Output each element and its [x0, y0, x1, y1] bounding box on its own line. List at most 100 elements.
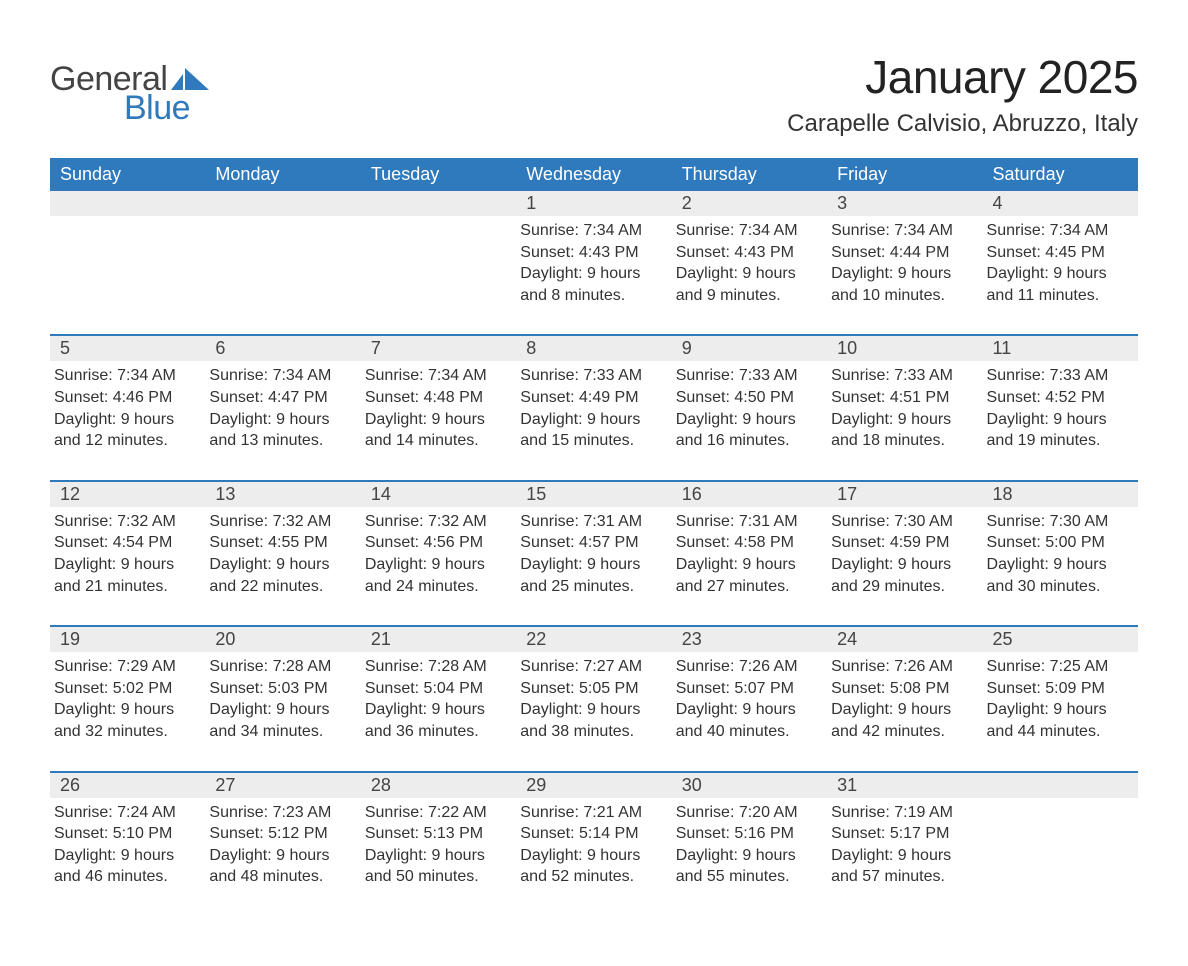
- day-info-line: Sunset: 4:43 PM: [520, 242, 661, 264]
- day-info-line: and 27 minutes.: [676, 576, 817, 598]
- week-content-row: Sunrise: 7:34 AMSunset: 4:46 PMDaylight:…: [50, 361, 1138, 480]
- day-content-cell: Sunrise: 7:34 AMSunset: 4:43 PMDaylight:…: [516, 216, 671, 335]
- day-info-line: Daylight: 9 hours: [831, 263, 972, 285]
- week-daynum-row: 262728293031: [50, 772, 1138, 798]
- day-content-cell: Sunrise: 7:26 AMSunset: 5:07 PMDaylight:…: [672, 652, 827, 771]
- day-info-line: Sunrise: 7:34 AM: [520, 220, 661, 242]
- day-number-cell: 20: [205, 626, 360, 652]
- day-info-line: and 38 minutes.: [520, 721, 661, 743]
- day-info-line: Daylight: 9 hours: [365, 845, 506, 867]
- day-number-cell: 28: [361, 772, 516, 798]
- day-content-cell: [983, 798, 1138, 916]
- day-info-line: Sunset: 4:51 PM: [831, 387, 972, 409]
- day-content-cell: Sunrise: 7:34 AMSunset: 4:44 PMDaylight:…: [827, 216, 982, 335]
- title-block: January 2025 Carapelle Calvisio, Abruzzo…: [787, 40, 1138, 138]
- day-content-cell: Sunrise: 7:30 AMSunset: 4:59 PMDaylight:…: [827, 507, 982, 626]
- day-info-line: Sunset: 5:07 PM: [676, 678, 817, 700]
- day-info-line: Sunset: 5:00 PM: [987, 532, 1128, 554]
- day-content-cell: Sunrise: 7:28 AMSunset: 5:03 PMDaylight:…: [205, 652, 360, 771]
- day-header: Thursday: [672, 158, 827, 191]
- day-info-line: Sunrise: 7:29 AM: [54, 656, 195, 678]
- day-info-line: Sunset: 4:56 PM: [365, 532, 506, 554]
- location-subtitle: Carapelle Calvisio, Abruzzo, Italy: [787, 110, 1138, 138]
- day-number-cell: 13: [205, 481, 360, 507]
- day-info-line: and 16 minutes.: [676, 430, 817, 452]
- day-info-line: Daylight: 9 hours: [54, 409, 195, 431]
- day-info-line: Sunset: 5:08 PM: [831, 678, 972, 700]
- day-info-line: Sunrise: 7:34 AM: [54, 365, 195, 387]
- day-content-cell: Sunrise: 7:25 AMSunset: 5:09 PMDaylight:…: [983, 652, 1138, 771]
- day-info-line: Sunset: 5:10 PM: [54, 823, 195, 845]
- day-number-cell: 26: [50, 772, 205, 798]
- day-info-line: Sunrise: 7:24 AM: [54, 802, 195, 824]
- day-info-line: Daylight: 9 hours: [676, 554, 817, 576]
- day-info-line: Sunset: 4:57 PM: [520, 532, 661, 554]
- day-info-line: Daylight: 9 hours: [987, 554, 1128, 576]
- day-info-line: Sunrise: 7:30 AM: [987, 511, 1128, 533]
- day-info-line: and 18 minutes.: [831, 430, 972, 452]
- day-info-line: Sunrise: 7:22 AM: [365, 802, 506, 824]
- day-number-cell: 21: [361, 626, 516, 652]
- day-info-line: Daylight: 9 hours: [520, 554, 661, 576]
- day-info-line: and 48 minutes.: [209, 866, 350, 888]
- day-info-line: and 32 minutes.: [54, 721, 195, 743]
- day-info-line: Sunrise: 7:26 AM: [831, 656, 972, 678]
- day-info-line: and 42 minutes.: [831, 721, 972, 743]
- day-info-line: Sunrise: 7:33 AM: [520, 365, 661, 387]
- day-info-line: and 44 minutes.: [987, 721, 1128, 743]
- day-info-line: and 36 minutes.: [365, 721, 506, 743]
- day-info-line: Sunrise: 7:23 AM: [209, 802, 350, 824]
- day-info-line: and 46 minutes.: [54, 866, 195, 888]
- day-number-cell: 16: [672, 481, 827, 507]
- day-content-cell: Sunrise: 7:19 AMSunset: 5:17 PMDaylight:…: [827, 798, 982, 916]
- day-content-cell: Sunrise: 7:34 AMSunset: 4:48 PMDaylight:…: [361, 361, 516, 480]
- day-info-line: Daylight: 9 hours: [676, 409, 817, 431]
- day-info-line: Sunset: 4:55 PM: [209, 532, 350, 554]
- day-header: Saturday: [983, 158, 1138, 191]
- day-header-row: Sunday Monday Tuesday Wednesday Thursday…: [50, 158, 1138, 191]
- day-info-line: Sunrise: 7:27 AM: [520, 656, 661, 678]
- day-header: Tuesday: [361, 158, 516, 191]
- week-content-row: Sunrise: 7:34 AMSunset: 4:43 PMDaylight:…: [50, 216, 1138, 335]
- day-number-cell: 5: [50, 335, 205, 361]
- day-info-line: Sunset: 5:02 PM: [54, 678, 195, 700]
- day-info-line: Daylight: 9 hours: [54, 554, 195, 576]
- day-content-cell: Sunrise: 7:28 AMSunset: 5:04 PMDaylight:…: [361, 652, 516, 771]
- day-header: Wednesday: [516, 158, 671, 191]
- week-daynum-row: 1234: [50, 191, 1138, 216]
- day-info-line: Daylight: 9 hours: [365, 554, 506, 576]
- day-info-line: Sunrise: 7:28 AM: [209, 656, 350, 678]
- day-info-line: Daylight: 9 hours: [365, 699, 506, 721]
- logo-text-blue: Blue: [124, 89, 190, 128]
- day-info-line: Sunset: 4:43 PM: [676, 242, 817, 264]
- day-info-line: Sunrise: 7:26 AM: [676, 656, 817, 678]
- day-content-cell: Sunrise: 7:34 AMSunset: 4:47 PMDaylight:…: [205, 361, 360, 480]
- day-info-line: Sunrise: 7:30 AM: [831, 511, 972, 533]
- day-info-line: Daylight: 9 hours: [54, 699, 195, 721]
- day-number-cell: 30: [672, 772, 827, 798]
- day-info-line: and 50 minutes.: [365, 866, 506, 888]
- day-number-cell: 22: [516, 626, 671, 652]
- day-info-line: Sunset: 5:03 PM: [209, 678, 350, 700]
- day-info-line: and 24 minutes.: [365, 576, 506, 598]
- day-content-cell: Sunrise: 7:21 AMSunset: 5:14 PMDaylight:…: [516, 798, 671, 916]
- day-info-line: Sunset: 5:04 PM: [365, 678, 506, 700]
- day-info-line: and 11 minutes.: [987, 285, 1128, 307]
- day-number-cell: 15: [516, 481, 671, 507]
- day-number-cell: 1: [516, 191, 671, 216]
- day-number-cell: 10: [827, 335, 982, 361]
- day-info-line: Sunrise: 7:34 AM: [209, 365, 350, 387]
- flag-icon: [171, 68, 209, 90]
- week-daynum-row: 12131415161718: [50, 481, 1138, 507]
- day-info-line: Sunset: 4:59 PM: [831, 532, 972, 554]
- day-number-cell: 12: [50, 481, 205, 507]
- day-info-line: and 19 minutes.: [987, 430, 1128, 452]
- day-content-cell: Sunrise: 7:33 AMSunset: 4:52 PMDaylight:…: [983, 361, 1138, 480]
- day-info-line: and 22 minutes.: [209, 576, 350, 598]
- page-header: General Blue January 2025 Carapelle Calv…: [50, 40, 1138, 138]
- day-info-line: Sunset: 4:46 PM: [54, 387, 195, 409]
- day-info-line: Daylight: 9 hours: [209, 845, 350, 867]
- day-content-cell: Sunrise: 7:22 AMSunset: 5:13 PMDaylight:…: [361, 798, 516, 916]
- day-number-cell: 3: [827, 191, 982, 216]
- day-info-line: Sunrise: 7:32 AM: [209, 511, 350, 533]
